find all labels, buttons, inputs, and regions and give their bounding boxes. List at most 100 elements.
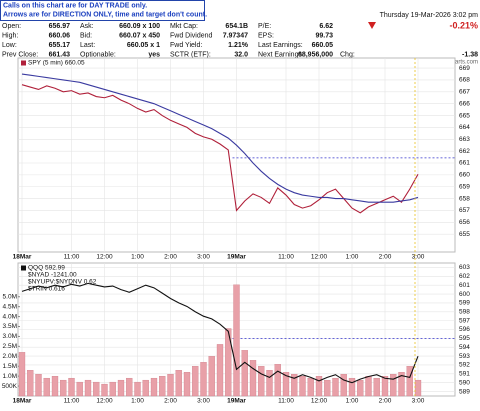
volume-bar [282, 372, 290, 397]
quote-value: 99.73 [315, 32, 333, 39]
quote-value: 660.05 [312, 42, 334, 49]
y-tick-label: 1.0M [3, 373, 17, 380]
volume-bar [208, 356, 215, 397]
volume-bar [398, 372, 405, 397]
volume-bar [216, 344, 224, 397]
quote-value: yes [148, 51, 160, 58]
volume-bar [126, 377, 133, 397]
annotation: $TRIN 0.616 [28, 286, 65, 293]
quote-value: 1.21% [228, 42, 249, 49]
notice-line: Arrows are for DIRECTION ONLY, time and … [3, 11, 207, 18]
volume-bar [60, 379, 67, 397]
volume-bar [315, 375, 323, 397]
volume-bar [93, 381, 100, 397]
y-tick-label: 659 [459, 183, 470, 190]
quote-label: Low: [2, 42, 17, 49]
quote-value: 654.1B [225, 23, 248, 30]
quote-label: Chg: [340, 51, 355, 58]
quote-value: 660.05 x 1 [127, 42, 160, 49]
quote-label: Fwd Yield: [170, 42, 202, 49]
volume-bar [18, 352, 26, 397]
quote-value: 661.43 [49, 51, 71, 58]
x-tick-label: 12:00 [96, 254, 113, 261]
volume-bar [332, 377, 339, 397]
volume-bar [266, 370, 273, 397]
y-tick-label: 596 [459, 326, 470, 333]
quote-label: Last: [80, 42, 95, 49]
volume-bar [348, 377, 356, 397]
volume-bar [134, 381, 141, 397]
notice-line: Calls on this chart are for DAY TRADE on… [3, 2, 147, 9]
volume-bar [68, 377, 75, 397]
y-tick-label: 3.5M [3, 323, 17, 330]
y-tick-label: 599 [459, 300, 470, 307]
volume-bar [390, 374, 397, 397]
y-tick-label: 669 [459, 65, 470, 72]
legend-swatch [21, 265, 26, 271]
quote-label: Ask: [80, 23, 94, 30]
y-tick-label: 2.5M [3, 343, 17, 350]
x-tick-label: 12:00 [96, 398, 113, 405]
y-tick-label: 658 [459, 195, 470, 202]
volume-bar [233, 284, 240, 397]
legend-label: QQQ 592.99 [28, 265, 65, 272]
y-tick-label: 4.0M [3, 313, 17, 320]
x-tick-label: 11:00 [278, 398, 294, 405]
volume-bar [150, 377, 158, 397]
volume-bar [35, 374, 42, 397]
y-tick-label: 1.5M [3, 363, 17, 370]
volume-bar [225, 328, 232, 397]
volume-bar [324, 379, 331, 397]
x-tick-label: 18Mar [13, 254, 32, 261]
volume-bar [27, 370, 34, 397]
quote-label: Prev Close: [2, 51, 38, 58]
x-tick-label: 2:00 [379, 254, 392, 261]
volume-bar [381, 375, 389, 397]
y-tick-label: 667 [459, 89, 470, 96]
series-line [21, 282, 419, 384]
y-tick-label: 590 [459, 379, 470, 386]
x-tick-label: 3:00 [197, 398, 210, 405]
x-tick-label: 1:00 [346, 254, 359, 261]
y-tick-label: 4.5M [3, 303, 17, 310]
volume-bar [241, 350, 248, 397]
y-tick-label: 668 [459, 77, 470, 84]
y-tick-label: 603 [459, 264, 470, 271]
x-tick-label: 2:00 [379, 398, 392, 405]
y-tick-label: 662 [459, 148, 470, 155]
down-arrow-icon [368, 22, 376, 29]
volume-bar [76, 381, 83, 397]
y-tick-label: 2.0M [3, 353, 17, 360]
quote-value: 660.07 x 450 [119, 32, 160, 39]
x-tick-label: 11:00 [278, 254, 294, 261]
quote-label: SCTR (ETF): [170, 51, 211, 58]
y-tick-label: 657 [459, 207, 470, 214]
volume-bar [51, 375, 59, 397]
y-tick-label: 655 [459, 231, 470, 238]
volume-bar [258, 366, 265, 397]
volume-bar [414, 379, 422, 397]
quote-label: EPS: [258, 32, 274, 39]
quote-value: 656.97 [49, 23, 71, 30]
volume-bar [357, 379, 364, 397]
quote-label: High: [2, 32, 18, 39]
quote-label: Fwd Dividend [170, 32, 213, 39]
quote-value: -1.38 [462, 51, 478, 58]
quote-label: Last Earnings: [258, 42, 303, 49]
volume-bar [249, 360, 257, 397]
quote-label: Open: [2, 23, 21, 30]
y-tick-label: 597 [459, 317, 470, 324]
y-tick-label: 595 [459, 335, 470, 342]
y-tick-label: 594 [459, 344, 470, 351]
x-tick-label: 1:00 [346, 398, 359, 405]
volume-bar [117, 379, 125, 397]
legend-swatch [21, 60, 26, 66]
quote-value: 660.06 [49, 32, 71, 39]
annotation: $NYAD -1241.00 [28, 272, 77, 279]
y-tick-label: 661 [459, 160, 470, 167]
quote-label: Bid: [80, 32, 92, 39]
change-pct: -0.21% [449, 20, 478, 30]
volume-bar [84, 379, 92, 397]
y-tick-label: 3.0M [3, 333, 17, 340]
